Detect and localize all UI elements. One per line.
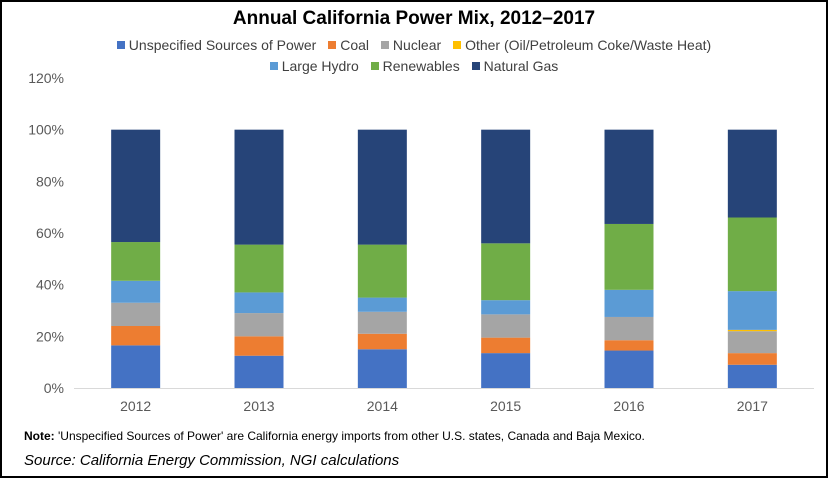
bar-segment-renewables-2016 [604, 223, 654, 290]
legend-row-1: Unspecified Sources of Power Coal Nuclea… [62, 37, 766, 53]
legend-item-unspecified: Unspecified Sources of Power [116, 37, 317, 53]
bar-segment-other-2017 [727, 329, 777, 332]
y-tick-label: 100% [28, 122, 64, 138]
y-tick-label: 20% [36, 328, 64, 344]
bar-segment-coal-2014 [357, 333, 407, 350]
x-tick-label: 2017 [737, 398, 768, 414]
bar-segment-natural-2017 [727, 129, 777, 218]
legend-item-natural-gas: Natural Gas [471, 58, 559, 74]
legend-label: Large Hydro [281, 58, 359, 74]
chart-title: Annual California Power Mix, 2012–2017 [232, 8, 596, 29]
x-tick-label: 2015 [490, 398, 521, 414]
legend-item-other: Other (Oil/Petroleum Coke/Waste Heat) [453, 37, 711, 53]
note-label: Note: [24, 429, 55, 443]
bar-segment-nuclear-2016 [604, 316, 654, 341]
bar-segment-nuclear-2017 [727, 331, 777, 354]
bar-segment-large-2013 [234, 292, 284, 314]
legend-label: Nuclear [392, 37, 442, 53]
legend-swatch [380, 41, 389, 49]
legend-label: Natural Gas [483, 58, 559, 74]
legend-swatch [116, 41, 125, 49]
bar-segment-natural-2013 [234, 129, 284, 245]
note-text: 'Unspecified Sources of Power' are Calif… [54, 429, 645, 443]
bar-segment-coal-2016 [604, 340, 654, 351]
y-tick-label: 80% [36, 173, 64, 189]
bar-segment-coal-2013 [234, 336, 284, 356]
x-tick-label: 2013 [243, 398, 274, 414]
legend-item-coal: Coal [328, 37, 369, 53]
bar-segment-coal-2012 [111, 326, 161, 346]
legend-swatch [370, 62, 379, 70]
x-tick-label: 2014 [367, 398, 398, 414]
bar-segment-renewables-2017 [727, 217, 777, 292]
bar-segment-natural-2015 [481, 129, 531, 244]
legend-label: Coal [340, 37, 370, 53]
bar-segment-nuclear-2014 [357, 311, 407, 334]
legend-swatch [471, 62, 480, 70]
legend-swatch [269, 62, 278, 70]
x-tick-label: 2016 [613, 398, 644, 414]
y-tick-label: 120% [28, 70, 64, 86]
bar-segment-renewables-2012 [111, 242, 161, 281]
bar-segment-nuclear-2012 [111, 302, 161, 326]
legend-label: Renewables [382, 58, 460, 74]
source-credit: Source: California Energy Commission, NG… [24, 452, 400, 469]
bar-segment-unspecified-2015 [481, 353, 531, 388]
bar-segment-large-2012 [111, 280, 161, 303]
y-tick-label: 0% [44, 380, 64, 396]
legend-label: Unspecified Sources of Power [128, 37, 317, 53]
bar-segment-natural-2012 [111, 129, 161, 243]
bar-segment-large-2015 [481, 300, 531, 315]
bar-segment-natural-2014 [357, 129, 407, 245]
bar-segment-unspecified-2013 [234, 355, 284, 388]
legend-row-2: Large Hydro Renewables Natural Gas [62, 58, 766, 74]
bar-segment-nuclear-2015 [481, 314, 531, 338]
bar-segment-nuclear-2013 [234, 313, 284, 337]
y-tick-label: 60% [36, 225, 64, 241]
bar-segment-coal-2017 [727, 353, 777, 365]
bar-segment-unspecified-2017 [727, 364, 777, 388]
bar-segment-unspecified-2014 [357, 349, 407, 388]
legend-swatch [328, 41, 337, 49]
legend-item-renewables: Renewables [370, 58, 460, 74]
bar-segment-renewables-2015 [481, 243, 531, 301]
bar-segment-natural-2016 [604, 129, 654, 224]
bar-segment-renewables-2013 [234, 244, 284, 293]
bar-segment-large-2017 [727, 291, 777, 330]
bar-segment-unspecified-2012 [111, 345, 161, 388]
footnote: Note: 'Unspecified Sources of Power' are… [24, 429, 645, 443]
legend-label: Other (Oil/Petroleum Coke/Waste Heat) [465, 37, 712, 53]
legend-swatch [453, 41, 462, 49]
legend-item-large-hydro: Large Hydro [269, 58, 359, 74]
bar-segment-coal-2015 [481, 337, 531, 354]
bar-segment-large-2016 [604, 289, 654, 317]
x-tick-label: 2012 [120, 398, 151, 414]
legend-item-nuclear: Nuclear [380, 37, 442, 53]
bar-segment-large-2014 [357, 297, 407, 312]
bar-segment-unspecified-2016 [604, 350, 654, 388]
bar-segment-renewables-2014 [357, 244, 407, 298]
y-tick-label: 40% [36, 277, 64, 293]
